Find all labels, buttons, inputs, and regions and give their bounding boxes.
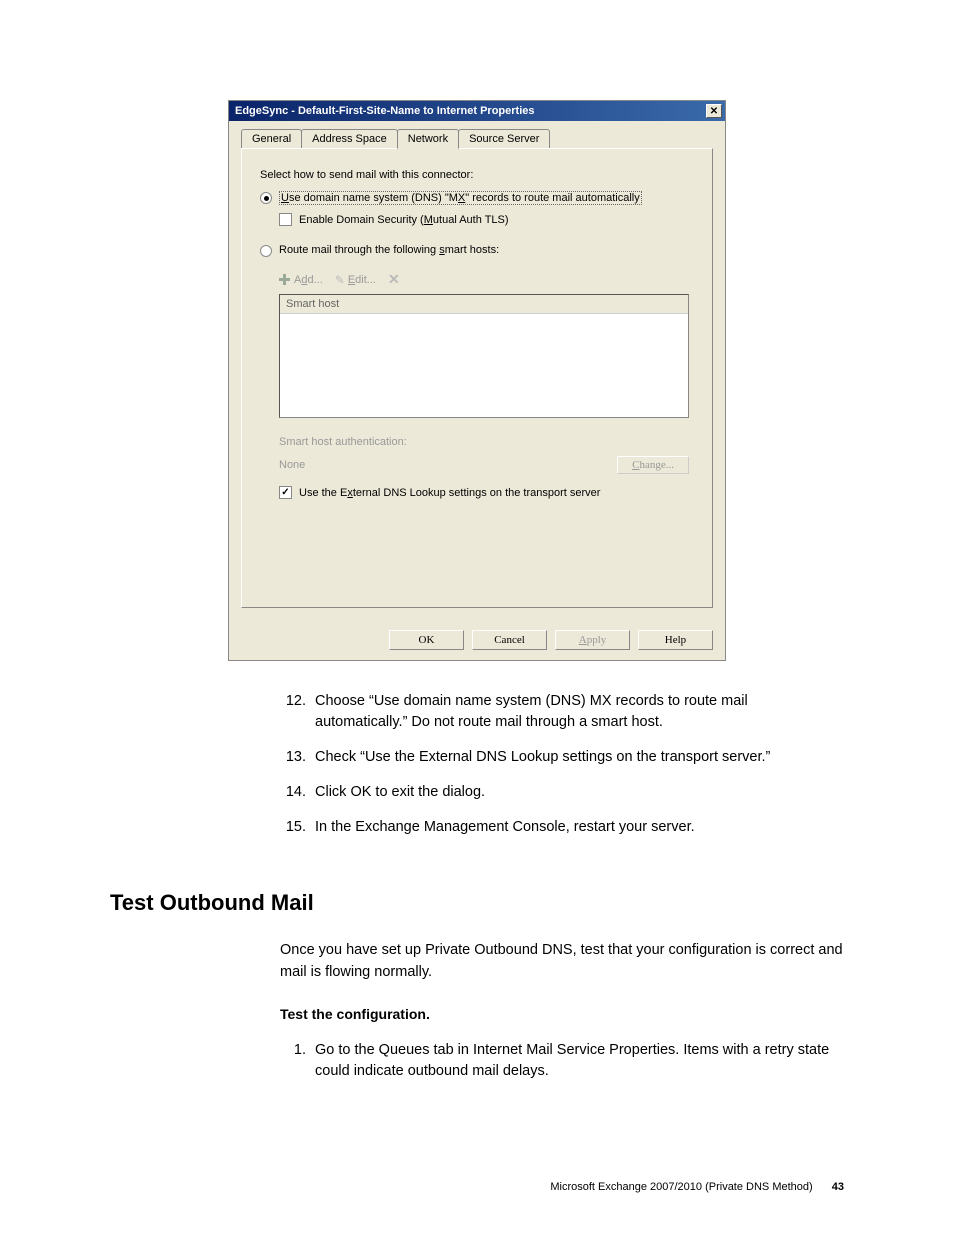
apply-button: Apply — [555, 630, 630, 650]
delete-icon: ✕ — [388, 271, 400, 288]
network-tab-panel: Select how to send mail with this connec… — [241, 148, 713, 608]
radio-dns[interactable] — [260, 192, 272, 204]
radio-smart-label: Route mail through the following smart h… — [279, 244, 499, 256]
radio-dns-label: Use domain name system (DNS) "MX" record… — [279, 191, 642, 205]
radio-dns-row[interactable]: Use domain name system (DNS) "MX" record… — [260, 191, 694, 205]
ok-button[interactable]: OK — [389, 630, 464, 650]
checkbox-tls-label: Enable Domain Security (Mutual Auth TLS) — [299, 214, 509, 226]
step-12: Choose “Use domain name system (DNS) MX … — [310, 691, 844, 733]
footer-text: Microsoft Exchange 2007/2010 (Private DN… — [550, 1181, 812, 1193]
tab-strip: General Address Space Network Source Ser… — [241, 129, 713, 148]
intro-paragraph: Once you have set up Private Outbound DN… — [280, 940, 844, 984]
checkbox-tls-row[interactable]: Enable Domain Security (Mutual Auth TLS) — [279, 213, 694, 226]
page-number: 43 — [832, 1181, 844, 1193]
help-button[interactable]: Help — [638, 630, 713, 650]
change-button: Change... — [617, 456, 689, 474]
dialog-title: EdgeSync - Default-First-Site-Name to In… — [235, 105, 535, 117]
radio-smart-row[interactable]: Route mail through the following smart h… — [260, 244, 694, 257]
step-13: Check “Use the External DNS Lookup setti… — [310, 747, 844, 768]
tab-network[interactable]: Network — [397, 129, 459, 149]
edit-button: ✎ Edit... — [335, 273, 376, 287]
edit-label: Edit... — [348, 274, 376, 286]
plus-icon — [279, 274, 291, 286]
tab-general[interactable]: General — [241, 129, 302, 148]
ext-dns-row[interactable]: Use the External DNS Lookup settings on … — [279, 486, 694, 499]
test-step-1: Go to the Queues tab in Internet Mail Se… — [310, 1040, 844, 1082]
test-step-list: Go to the Queues tab in Internet Mail Se… — [310, 1040, 844, 1082]
dialog-titlebar: EdgeSync - Default-First-Site-Name to In… — [229, 101, 725, 121]
tab-source-server[interactable]: Source Server — [458, 129, 550, 148]
properties-dialog: EdgeSync - Default-First-Site-Name to In… — [228, 100, 726, 661]
section-heading: Test Outbound Mail — [110, 890, 844, 916]
instruction-text: Select how to send mail with this connec… — [260, 169, 694, 181]
close-icon[interactable]: ✕ — [706, 104, 722, 118]
step-15: In the Exchange Management Console, rest… — [310, 817, 844, 838]
dialog-button-row: OK Cancel Apply Help — [229, 620, 725, 660]
auth-label: Smart host authentication: — [279, 436, 694, 448]
auth-value: None — [279, 459, 305, 471]
tab-address-space[interactable]: Address Space — [301, 129, 398, 148]
add-label: Add... — [294, 274, 323, 286]
checkbox-ext-dns[interactable] — [279, 486, 292, 499]
add-button: Add... — [279, 274, 323, 286]
test-config-label: Test the configuration. — [280, 1006, 844, 1022]
listbox-header: Smart host — [280, 295, 688, 314]
cancel-button[interactable]: Cancel — [472, 630, 547, 650]
step-list: Choose “Use domain name system (DNS) MX … — [310, 691, 844, 838]
step-14: Click OK to exit the dialog. — [310, 782, 844, 803]
page-footer: Microsoft Exchange 2007/2010 (Private DN… — [550, 1181, 844, 1193]
smart-host-toolbar: Add... ✎ Edit... ✕ — [279, 271, 694, 288]
checkbox-ext-dns-label: Use the External DNS Lookup settings on … — [299, 487, 600, 499]
smart-host-listbox: Smart host — [279, 294, 689, 418]
checkbox-tls[interactable] — [279, 213, 292, 226]
radio-smart[interactable] — [260, 245, 272, 257]
pencil-icon: ✎ — [335, 273, 345, 287]
